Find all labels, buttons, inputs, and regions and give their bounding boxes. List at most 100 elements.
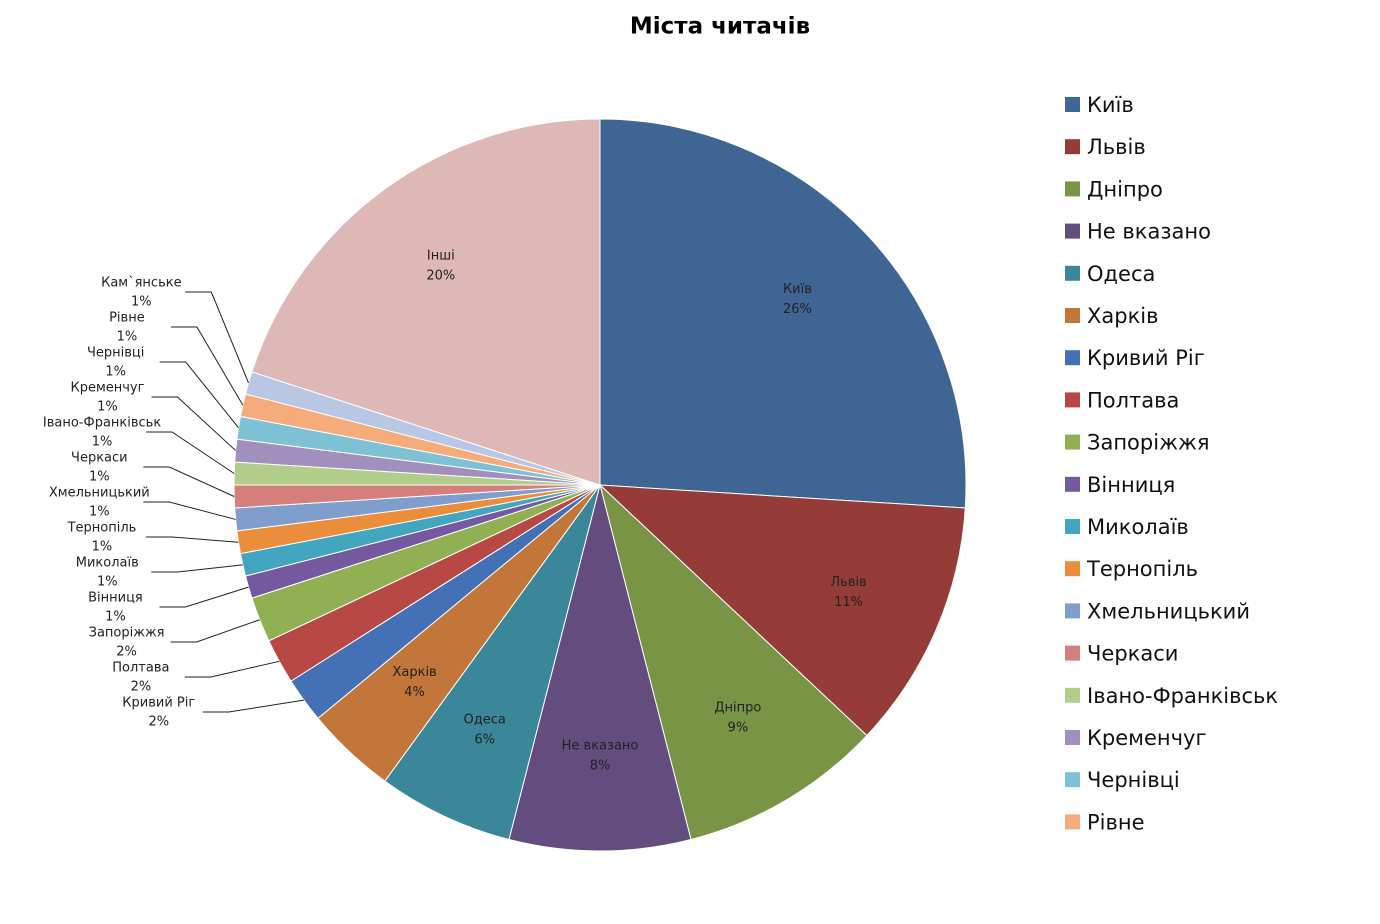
- legend-label: Чернівці: [1087, 768, 1180, 792]
- pie: [233, 118, 967, 852]
- leader-line: [159, 361, 239, 429]
- slice-label: Не вказано: [562, 738, 639, 753]
- slice-label: Полтава: [112, 661, 169, 676]
- legend: Київ Львів Дніпро Не вказано Одеса Харків Крив…: [1065, 93, 1278, 919]
- slice-value-label: 1%: [105, 365, 126, 380]
- slice-value-label: 2%: [148, 715, 169, 730]
- legend-label: Дніпро: [1087, 177, 1163, 201]
- legend-swatch: [1065, 350, 1080, 366]
- slice-value-label: 1%: [89, 505, 110, 520]
- leader-line: [184, 660, 280, 678]
- slice-label: Інші: [427, 248, 455, 263]
- legend-label: Не вказано: [1087, 220, 1211, 244]
- slice-value-label: 2%: [116, 645, 137, 660]
- legend-swatch: [1065, 899, 1080, 914]
- legend-label: Київ: [1087, 93, 1134, 117]
- slice-label: Чернівці: [87, 346, 144, 361]
- legend-label: Черкаси: [1087, 642, 1178, 666]
- legend-swatch: [1065, 308, 1080, 323]
- legend-swatch: [1065, 139, 1080, 155]
- leader-line: [145, 536, 239, 543]
- legend-swatch: [1065, 772, 1080, 788]
- legend-label: Інші: [1087, 895, 1132, 919]
- slice-value-label: 1%: [131, 295, 152, 310]
- pie-slice: [599, 483, 868, 841]
- slice-value-label: 9%: [728, 721, 749, 736]
- legend-label: Кривий Ріг: [1087, 346, 1205, 370]
- pie-slice: [599, 118, 967, 509]
- leader-line: [146, 431, 235, 474]
- leader-line: [143, 501, 236, 520]
- slice-label: Кам`янське: [101, 276, 181, 291]
- slice-value-label: 1%: [97, 575, 118, 590]
- legend-swatch: [1065, 223, 1080, 239]
- slice-label: Дніпро: [714, 701, 761, 716]
- slice-value-label: 1%: [92, 435, 113, 450]
- chart-title: Міста читачів: [630, 14, 810, 40]
- legend-label: Тернопіль: [1086, 557, 1198, 581]
- legend-label: Одеса: [1087, 262, 1155, 286]
- legend-swatch: [1065, 519, 1080, 534]
- legend-label: Запоріжжя: [1087, 431, 1210, 455]
- legend-swatch: [1065, 392, 1080, 408]
- legend-swatch: [1065, 265, 1080, 281]
- leader-line: [159, 586, 249, 608]
- legend-label: Вінниця: [1087, 473, 1175, 497]
- legend-label: Рівне: [1087, 810, 1145, 834]
- legend-swatch: [1065, 814, 1080, 830]
- legend-label: Хмельницький: [1087, 599, 1250, 623]
- slice-value-label: 1%: [105, 610, 126, 625]
- slice-value-label: 1%: [117, 330, 138, 345]
- legend-swatch: [1065, 603, 1080, 619]
- legend-swatch: [1065, 561, 1080, 577]
- legend-label: Миколаїв: [1087, 515, 1189, 539]
- leader-line: [202, 699, 304, 713]
- data-labels: Київ 26% Львів 11% Дніпро 9% Не вказано 8% Одеса…: [43, 248, 867, 773]
- slice-label: Київ: [783, 282, 812, 297]
- pie-slice: [384, 484, 601, 841]
- slice-label: Львів: [830, 575, 866, 590]
- legend-label: Кременчуг: [1087, 726, 1207, 750]
- leader-line: [143, 466, 235, 497]
- pie-slice: [598, 484, 966, 737]
- slice-label: Запоріжжя: [89, 626, 165, 641]
- leader-line: [151, 396, 236, 451]
- slice-label: Кривий Ріг: [122, 696, 195, 711]
- legend-label: Кам`янське: [1087, 853, 1217, 877]
- legend-swatch: [1065, 476, 1080, 492]
- legend-label: Львів: [1087, 135, 1146, 159]
- legend-swatch: [1065, 97, 1080, 112]
- slice-label: Миколаїв: [76, 556, 139, 571]
- slice-label: Івано-Франківськ: [43, 416, 161, 431]
- slice-value-label: 1%: [92, 540, 113, 555]
- legend-label: Харків: [1087, 304, 1158, 328]
- slice-label: Тернопіль: [67, 521, 137, 536]
- slice-value-label: 6%: [474, 733, 495, 748]
- pie-slice: [251, 118, 601, 486]
- slice-value-label: 1%: [97, 400, 118, 415]
- legend-swatch: [1065, 645, 1080, 661]
- slice-value-label: 11%: [834, 595, 863, 610]
- slice-value-label: 20%: [426, 268, 455, 283]
- slice-value-label: 4%: [404, 685, 425, 700]
- slice-value-label: 2%: [131, 680, 152, 695]
- legend-swatch: [1065, 730, 1080, 745]
- pie-slice: [508, 484, 692, 852]
- legend-swatch: [1065, 687, 1080, 703]
- legend-swatch: [1065, 181, 1080, 197]
- slice-label: Вінниця: [88, 591, 143, 606]
- slice-value-label: 8%: [590, 758, 611, 773]
- slice-label: Хмельницький: [49, 486, 150, 501]
- leader-line: [170, 326, 244, 406]
- slice-label: Одеса: [464, 713, 506, 728]
- slice-label: Кременчуг: [70, 381, 144, 396]
- legend-swatch: [1065, 434, 1080, 450]
- slice-label: Харків: [392, 665, 436, 680]
- slice-label: Черкаси: [71, 451, 128, 466]
- slice-label: Рівне: [109, 311, 145, 326]
- leader-line: [151, 564, 243, 573]
- leader-line: [170, 619, 260, 643]
- legend-label: Івано-Франківськ: [1087, 684, 1278, 708]
